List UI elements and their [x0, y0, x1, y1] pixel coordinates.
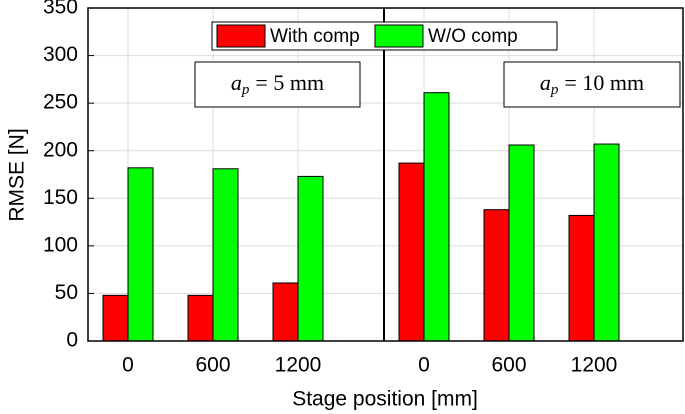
x-tick-label: 0 — [122, 354, 134, 377]
legend-swatch — [374, 24, 424, 48]
bar — [508, 144, 535, 342]
bar — [568, 214, 595, 342]
bar — [212, 168, 239, 342]
bar — [483, 209, 510, 342]
x-axis-label: Stage position [mm] — [292, 388, 478, 411]
annotation-sub: p — [550, 82, 559, 98]
y-tick-label: 50 — [55, 281, 78, 304]
y-tick-label: 350 — [43, 0, 78, 19]
legend-label: W/O comp — [428, 26, 518, 47]
annotation-var: a — [540, 70, 551, 95]
y-tick-label: 100 — [43, 233, 78, 256]
bar — [187, 294, 214, 342]
x-tick-label: 600 — [491, 354, 526, 377]
bar — [297, 175, 324, 342]
bar — [102, 294, 129, 342]
x-tick-label: 1200 — [571, 354, 618, 377]
annotation-rest: = 5 mm — [255, 70, 324, 95]
y-tick-label: 150 — [43, 186, 78, 209]
y-tick-label: 0 — [66, 329, 78, 352]
x-tick-label: 600 — [195, 354, 230, 377]
annotation-box — [194, 61, 361, 108]
bar — [423, 92, 450, 342]
x-tick-label: 1200 — [275, 354, 322, 377]
annotation: ap = 10 mm — [540, 70, 644, 98]
annotation-box — [503, 61, 681, 108]
plot-frame — [87, 7, 684, 342]
annotation-rest: = 10 mm — [564, 70, 644, 95]
bar — [272, 282, 299, 342]
y-tick-label: 200 — [43, 138, 78, 161]
annotation-sub: p — [241, 82, 250, 98]
bar — [593, 143, 620, 342]
y-axis-label: RMSE [N] — [6, 128, 29, 221]
bar — [127, 167, 154, 342]
x-tick-label: 0 — [418, 354, 430, 377]
legend-swatch — [216, 24, 266, 48]
y-tick-label: 300 — [43, 43, 78, 66]
bar — [398, 162, 425, 342]
y-tick-label: 250 — [43, 91, 78, 114]
annotation-var: a — [231, 70, 242, 95]
legend-label: With comp — [270, 26, 360, 47]
annotation: ap = 5 mm — [231, 70, 324, 98]
